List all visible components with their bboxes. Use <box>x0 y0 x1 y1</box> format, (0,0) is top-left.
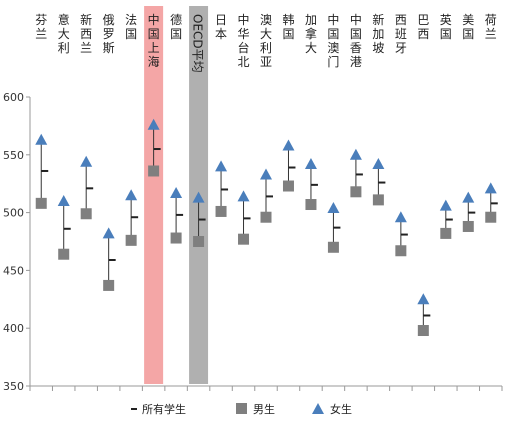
point-boys <box>215 205 227 217</box>
point-boys <box>395 245 407 257</box>
legend-label-boys: 男生 <box>253 402 275 416</box>
category-label: 日本 <box>215 13 227 41</box>
point-boys <box>440 227 452 239</box>
point-girls <box>170 186 183 198</box>
point-girls <box>304 158 317 170</box>
point-boys <box>238 233 250 245</box>
point-girls <box>417 293 430 305</box>
category-label: 中国上海 <box>148 12 160 69</box>
category-label: 中国澳门 <box>327 12 339 69</box>
point-girls <box>484 182 497 194</box>
category-label: 澳大利亚 <box>260 13 272 69</box>
category-label: 法国 <box>125 13 137 41</box>
category-label: 德国 <box>170 12 182 41</box>
point-girls <box>125 189 138 201</box>
point-girls <box>394 211 407 223</box>
point-girls <box>192 191 205 203</box>
point-girls <box>102 227 115 239</box>
point-girls <box>147 118 160 130</box>
chart-axes <box>29 97 503 391</box>
point-girls <box>80 155 93 167</box>
category-label: 俄罗斯 <box>103 13 115 55</box>
category-label: 西班牙 <box>395 13 407 55</box>
point-girls <box>462 191 475 203</box>
category-label: 新西兰 <box>80 12 92 55</box>
point-boys <box>80 208 92 220</box>
point-boys <box>417 325 429 337</box>
point-boys <box>327 241 339 253</box>
point-girls <box>439 199 452 211</box>
y-tick-label: 350 <box>3 380 24 393</box>
point-boys <box>125 234 137 246</box>
y-tick-label: 400 <box>3 322 24 335</box>
point-girls <box>260 168 272 180</box>
point-boys <box>35 197 47 209</box>
point-boys <box>485 211 497 223</box>
point-girls <box>215 160 228 172</box>
category-label: 意大利 <box>58 12 70 55</box>
category-label: 加拿大 <box>305 13 317 55</box>
point-girls <box>57 195 70 207</box>
category-label: 中国香港 <box>350 12 362 69</box>
legend-marker-boys <box>236 403 247 414</box>
point-boys <box>170 232 182 244</box>
category-label: 韩国 <box>282 12 294 41</box>
y-tick-label: 500 <box>3 207 24 220</box>
highlight-band-0 <box>144 6 164 384</box>
point-boys <box>148 165 160 177</box>
point-boys <box>350 186 362 198</box>
y-tick-labels: 350 400 450 500 550 600 <box>3 91 30 393</box>
point-girls <box>237 190 250 202</box>
legend-marker-girls <box>312 403 324 414</box>
category-label: 荷兰 <box>485 13 497 41</box>
point-boys <box>103 279 115 291</box>
category-label: 中华台北 <box>238 12 250 69</box>
point-girls <box>349 148 362 160</box>
category-label: 芬兰 <box>35 13 47 41</box>
y-tick-label: 450 <box>3 264 24 277</box>
y-tick-label: 550 <box>3 149 24 162</box>
point-boys <box>58 248 70 260</box>
y-tick-label: 600 <box>3 91 24 104</box>
point-boys <box>462 220 474 232</box>
category-label: 英国 <box>440 13 452 41</box>
category-label: 美国 <box>462 13 474 41</box>
point-boys <box>193 236 205 247</box>
point-boys <box>282 180 294 192</box>
point-girls <box>282 139 295 151</box>
point-boys <box>372 194 384 206</box>
legend-label-girls: 女生 <box>330 402 352 416</box>
point-girls <box>35 133 48 145</box>
category-label: OECD平均 <box>191 14 205 73</box>
point-boys <box>260 211 272 223</box>
category-label: 巴西 <box>417 13 429 41</box>
legend-label-all: 所有学生 <box>142 402 186 416</box>
chart-marks <box>35 118 498 337</box>
category-label: 新加坡 <box>372 12 384 55</box>
point-girls <box>327 201 340 213</box>
point-boys <box>305 199 317 211</box>
legend: 所有学生 男生 女生 <box>131 402 352 416</box>
point-girls <box>372 158 385 170</box>
